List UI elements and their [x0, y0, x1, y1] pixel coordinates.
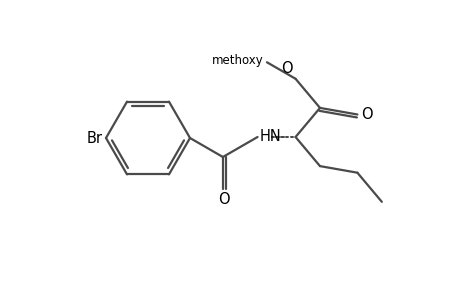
Text: HN: HN	[259, 128, 281, 143]
Text: O: O	[361, 107, 372, 122]
Text: O: O	[280, 61, 292, 76]
Text: O: O	[218, 192, 229, 207]
Text: Br: Br	[87, 130, 103, 146]
Text: methoxy: methoxy	[212, 54, 263, 67]
